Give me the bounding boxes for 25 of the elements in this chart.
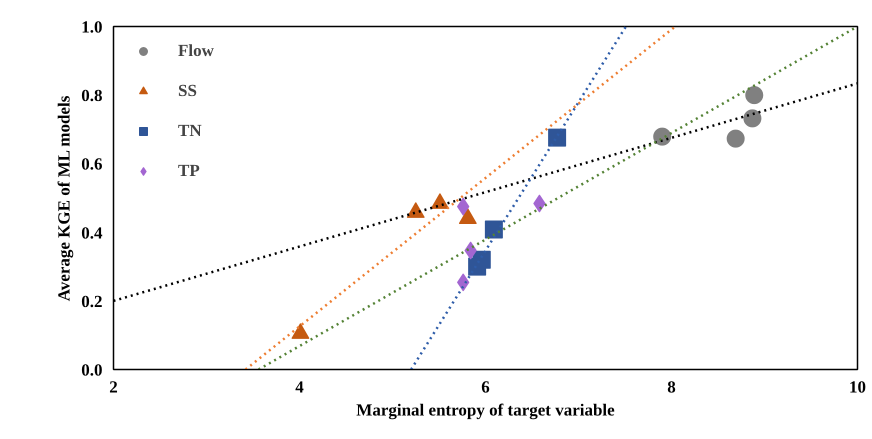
y-tick-label: 0.8 — [81, 86, 102, 106]
y-tick-label: 0.0 — [81, 360, 102, 380]
y-tick-label: 0.6 — [81, 154, 102, 174]
x-tick-label: 2 — [109, 378, 118, 396]
point — [745, 86, 764, 104]
point — [653, 128, 672, 146]
y-tick-label: 0.4 — [81, 223, 103, 242]
point — [743, 109, 762, 128]
point — [548, 128, 566, 147]
legend-label: TP — [178, 161, 200, 181]
x-tick-label: 10 — [849, 378, 866, 396]
y-tick-label: 1.0 — [81, 18, 102, 36]
legend-label: SS — [178, 81, 198, 101]
x-tick-label: 8 — [667, 378, 676, 396]
y-tick-label: 0.2 — [81, 292, 102, 311]
x-axis-title: Marginal entropy of target variable — [356, 400, 616, 420]
x-tick-label: 4 — [295, 378, 304, 396]
legend-label: TN — [178, 121, 202, 141]
point — [533, 194, 546, 212]
point — [472, 250, 491, 269]
point — [484, 220, 503, 239]
y-axis-title: Average KGE of ML models — [54, 95, 74, 302]
legend-label: Flow — [178, 41, 214, 61]
x-tick-label: 6 — [481, 378, 490, 396]
point — [726, 130, 745, 148]
